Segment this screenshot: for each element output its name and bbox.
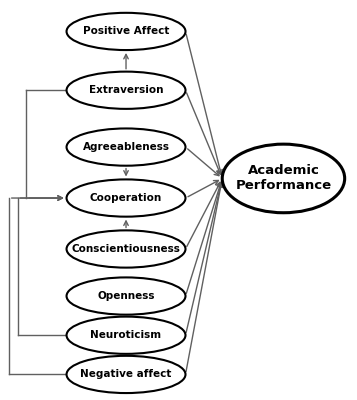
Ellipse shape bbox=[66, 13, 186, 50]
Text: Negative affect: Negative affect bbox=[80, 370, 172, 380]
Text: Extraversion: Extraversion bbox=[89, 85, 163, 95]
Ellipse shape bbox=[66, 230, 186, 268]
Ellipse shape bbox=[66, 356, 186, 393]
Text: Openness: Openness bbox=[97, 291, 155, 301]
Ellipse shape bbox=[222, 144, 345, 213]
Text: Neuroticism: Neuroticism bbox=[90, 330, 162, 340]
Ellipse shape bbox=[66, 72, 186, 109]
Ellipse shape bbox=[66, 317, 186, 354]
Text: Academic
Performance: Academic Performance bbox=[235, 164, 332, 192]
Ellipse shape bbox=[66, 278, 186, 315]
Text: Cooperation: Cooperation bbox=[90, 193, 162, 203]
Text: Conscientiousness: Conscientiousness bbox=[72, 244, 180, 254]
Text: Positive Affect: Positive Affect bbox=[83, 26, 169, 36]
Text: Agreeableness: Agreeableness bbox=[82, 142, 170, 152]
Ellipse shape bbox=[66, 128, 186, 166]
Ellipse shape bbox=[66, 180, 186, 217]
